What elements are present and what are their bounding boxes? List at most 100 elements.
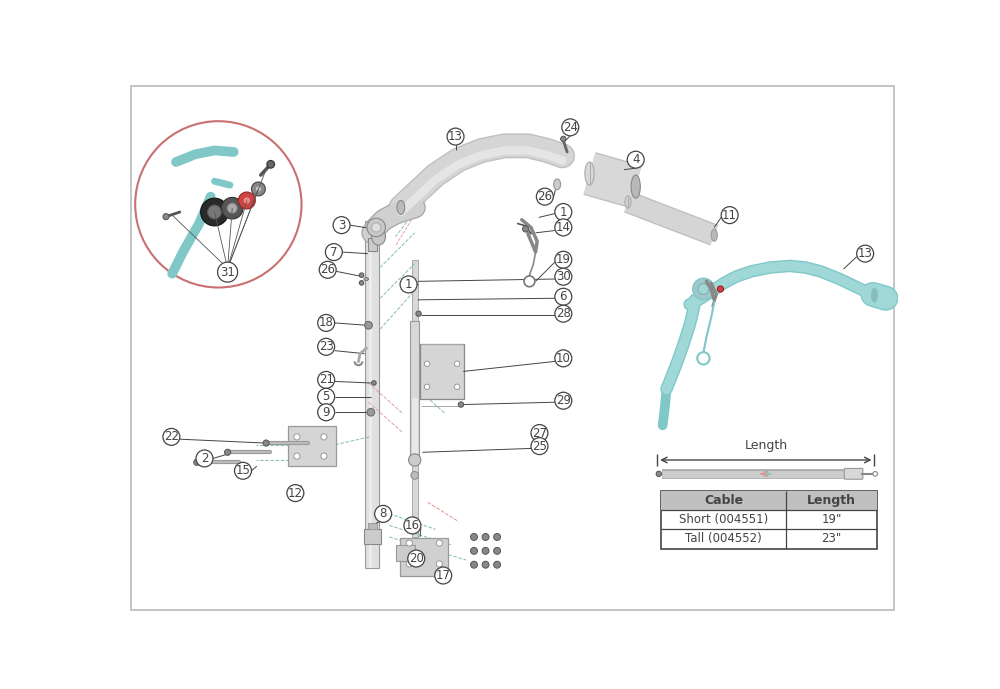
Circle shape: [318, 389, 335, 405]
Circle shape: [163, 429, 180, 445]
Circle shape: [471, 547, 477, 555]
Circle shape: [436, 540, 442, 546]
Circle shape: [536, 188, 553, 205]
Text: Tall (004552): Tall (004552): [685, 533, 762, 546]
Circle shape: [436, 561, 442, 567]
Circle shape: [367, 409, 375, 416]
Text: 26: 26: [320, 263, 335, 276]
Text: 23: 23: [319, 340, 334, 353]
Circle shape: [494, 562, 501, 568]
Circle shape: [163, 214, 169, 220]
Circle shape: [218, 262, 238, 282]
Text: 13: 13: [448, 130, 463, 143]
Text: 18: 18: [319, 316, 334, 329]
Circle shape: [294, 434, 300, 440]
Text: 17: 17: [436, 569, 451, 582]
Circle shape: [555, 305, 572, 322]
Text: 21: 21: [319, 373, 334, 387]
FancyBboxPatch shape: [420, 344, 464, 399]
Circle shape: [717, 286, 723, 292]
Circle shape: [267, 161, 275, 168]
Text: 29: 29: [556, 394, 571, 407]
Circle shape: [416, 311, 421, 316]
Ellipse shape: [554, 179, 561, 189]
Text: 6: 6: [560, 290, 567, 303]
Circle shape: [454, 361, 460, 367]
FancyBboxPatch shape: [661, 491, 877, 548]
FancyBboxPatch shape: [368, 238, 377, 251]
FancyBboxPatch shape: [410, 321, 419, 460]
Text: 9: 9: [322, 406, 330, 419]
Circle shape: [471, 533, 477, 540]
Circle shape: [208, 205, 221, 219]
Circle shape: [375, 506, 392, 522]
Circle shape: [318, 371, 335, 389]
Circle shape: [555, 203, 572, 220]
Circle shape: [627, 151, 644, 168]
Circle shape: [471, 562, 477, 568]
Text: Cable: Cable: [704, 494, 743, 507]
Circle shape: [365, 321, 372, 329]
Circle shape: [325, 244, 342, 260]
Circle shape: [408, 550, 425, 567]
Circle shape: [238, 192, 255, 209]
Ellipse shape: [585, 162, 594, 185]
Circle shape: [333, 216, 350, 234]
FancyBboxPatch shape: [369, 221, 372, 568]
Ellipse shape: [631, 175, 640, 198]
Circle shape: [562, 119, 579, 136]
Circle shape: [409, 454, 421, 466]
Circle shape: [194, 459, 200, 465]
Circle shape: [482, 533, 489, 540]
FancyBboxPatch shape: [396, 546, 415, 561]
Circle shape: [359, 273, 364, 278]
Circle shape: [404, 517, 421, 534]
Text: 20: 20: [409, 552, 424, 565]
Circle shape: [235, 462, 251, 480]
Text: 5: 5: [322, 391, 330, 403]
Circle shape: [424, 361, 430, 367]
Circle shape: [454, 384, 460, 389]
Ellipse shape: [372, 228, 385, 245]
Circle shape: [656, 471, 661, 477]
FancyBboxPatch shape: [288, 426, 336, 466]
Circle shape: [406, 561, 412, 567]
Circle shape: [555, 392, 572, 409]
Circle shape: [458, 402, 464, 407]
Text: 1: 1: [560, 205, 567, 218]
Circle shape: [406, 540, 412, 546]
Circle shape: [447, 128, 464, 145]
Circle shape: [319, 261, 336, 278]
Text: 30: 30: [556, 270, 571, 283]
Text: 15: 15: [236, 464, 250, 477]
Circle shape: [523, 226, 529, 232]
Circle shape: [524, 276, 535, 287]
Text: 16: 16: [405, 519, 420, 532]
Circle shape: [494, 547, 501, 555]
Circle shape: [135, 121, 302, 287]
Text: 11: 11: [722, 209, 737, 222]
Text: 28: 28: [556, 307, 571, 320]
Text: Length: Length: [807, 494, 856, 507]
Circle shape: [400, 276, 417, 293]
FancyBboxPatch shape: [844, 469, 863, 480]
Text: 27: 27: [532, 426, 547, 440]
FancyBboxPatch shape: [368, 523, 377, 529]
Text: 7: 7: [330, 245, 338, 258]
Circle shape: [721, 207, 738, 224]
Circle shape: [372, 223, 381, 232]
Text: 10: 10: [556, 352, 571, 365]
Ellipse shape: [364, 278, 369, 280]
Circle shape: [243, 196, 251, 205]
FancyBboxPatch shape: [131, 85, 894, 610]
Circle shape: [263, 440, 269, 446]
Circle shape: [287, 484, 304, 502]
Circle shape: [372, 380, 376, 385]
Circle shape: [555, 350, 572, 367]
Circle shape: [435, 567, 452, 584]
Circle shape: [359, 280, 364, 285]
Circle shape: [697, 352, 710, 364]
Text: 31: 31: [220, 265, 235, 278]
Text: 13: 13: [858, 247, 873, 260]
Text: 2: 2: [201, 452, 208, 465]
